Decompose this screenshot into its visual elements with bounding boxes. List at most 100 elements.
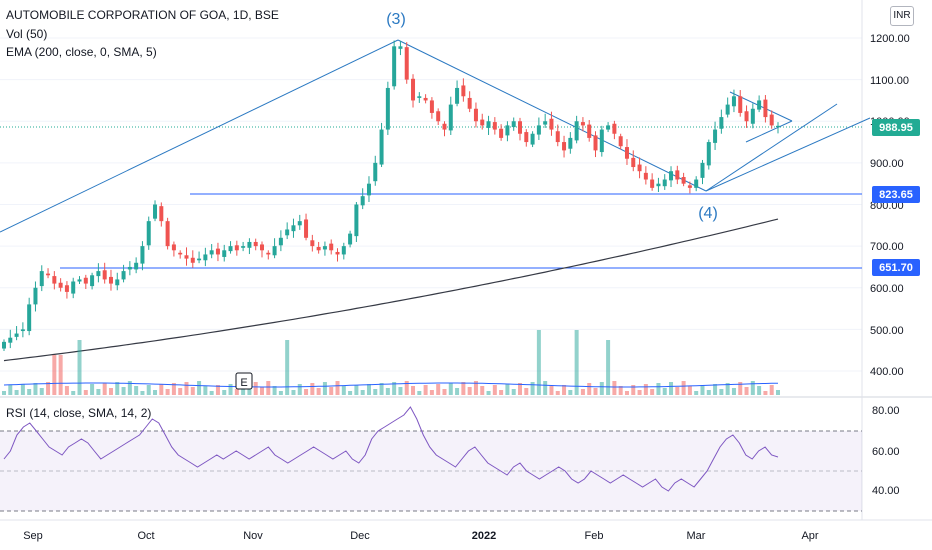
volume-bar	[606, 340, 611, 395]
candle-body	[159, 206, 164, 222]
volume-bar	[675, 387, 680, 395]
time-tick: Apr	[801, 530, 818, 542]
volume-bar	[713, 384, 718, 395]
candle-body	[322, 246, 327, 250]
candle-body	[102, 270, 107, 280]
candle-body	[675, 170, 680, 180]
candle-body	[442, 123, 447, 130]
rsi-line[interactable]	[3, 406, 779, 492]
time-tick: Feb	[585, 530, 604, 542]
volume-bar	[178, 388, 183, 395]
volume-bar	[140, 391, 145, 395]
volume-bar	[624, 391, 629, 395]
chart-title[interactable]: AUTOMOBILE CORPORATION OF GOA, 1D, BSE	[6, 8, 279, 22]
candle-body	[354, 204, 359, 237]
volume-bar	[429, 390, 434, 395]
time-tick: Mar	[687, 530, 706, 542]
candle-body	[278, 237, 283, 246]
candle-body	[643, 172, 648, 180]
time-tick: Sep	[23, 530, 43, 542]
earnings-marker[interactable]	[235, 372, 253, 390]
candle-body	[404, 47, 409, 80]
candlestick-series[interactable]	[2, 40, 780, 352]
candle-body	[373, 162, 378, 182]
candle-body	[83, 277, 88, 284]
volume-bar	[505, 384, 510, 395]
candle-body	[316, 246, 321, 251]
candle-body	[291, 225, 296, 232]
ema-legend[interactable]: EMA (200, close, 0, SMA, 5)	[6, 45, 157, 59]
candle-body	[127, 266, 132, 270]
candle-body	[392, 46, 397, 87]
volume-bar	[20, 384, 25, 395]
volume-bar	[706, 390, 711, 395]
trendlines[interactable]	[0, 39, 871, 233]
volume-bar	[757, 386, 762, 395]
wave-label-4: (4)	[698, 205, 718, 222]
ema-200-line[interactable]	[3, 218, 779, 362]
rsi-legend[interactable]: RSI (14, close, SMA, 14, 2)	[6, 406, 152, 420]
candle-body	[134, 262, 139, 270]
candle-body	[33, 287, 38, 305]
volume-bar	[524, 388, 529, 395]
volume-bar	[134, 386, 139, 395]
volume-bar	[543, 381, 548, 395]
volume-bar	[656, 383, 661, 395]
volume-bar	[310, 383, 315, 395]
candle-body	[587, 124, 592, 138]
volume-bar	[637, 390, 642, 395]
candle-body	[543, 121, 548, 125]
candle-body	[536, 125, 541, 135]
volume-bar	[448, 383, 453, 395]
price-axis[interactable]: 1200.00 1100.00 1000.00 900.00 800.00 70…	[870, 33, 910, 378]
volume-bar	[366, 384, 371, 395]
volume-bar	[744, 387, 749, 395]
candle-body	[719, 117, 724, 129]
volume-bar	[215, 385, 220, 395]
volume-bar	[14, 390, 19, 395]
volume-bar	[77, 340, 82, 395]
volume-bar	[234, 389, 239, 395]
volume-series[interactable]	[2, 330, 780, 395]
volume-bar	[392, 382, 397, 395]
candle-body	[731, 96, 736, 107]
time-axis[interactable]: Sep Oct Nov Dec 2022 Feb Mar Apr	[23, 530, 819, 542]
volume-bar	[379, 383, 384, 395]
price-tick: 500.00	[870, 325, 904, 337]
time-tick: 2022	[472, 530, 496, 542]
volume-bar	[272, 386, 277, 395]
volume-bar	[618, 386, 623, 395]
volume-bar	[171, 383, 176, 395]
volume-bar	[436, 384, 441, 395]
candle-body	[776, 125, 780, 128]
candle-body	[14, 333, 19, 337]
candle-body	[669, 171, 674, 181]
time-tick: Dec	[350, 530, 370, 542]
volume-bar	[297, 384, 302, 395]
volume-bar	[511, 389, 516, 395]
volume-legend[interactable]: Vol (50)	[6, 27, 48, 41]
candle-body	[71, 281, 76, 294]
candle-body	[203, 254, 208, 261]
price-tick: 1200.00	[870, 33, 910, 45]
currency-button[interactable]: INR	[890, 6, 914, 26]
candle-body	[687, 185, 692, 188]
candle-body	[379, 129, 384, 165]
volume-bar	[631, 385, 636, 395]
rsi-tick: 40.00	[872, 485, 900, 497]
candle-body	[115, 279, 120, 286]
candle-body	[650, 179, 655, 188]
candle-body	[461, 85, 466, 97]
rsi-axis[interactable]: 80.00 60.00 40.00	[872, 405, 900, 497]
candle-body	[436, 111, 441, 122]
candle-body	[423, 97, 428, 101]
trendline-channel-lower	[705, 117, 871, 192]
price-tick: 700.00	[870, 241, 904, 253]
volume-bar	[568, 390, 573, 395]
candle-body	[272, 246, 277, 256]
candle-body	[706, 142, 711, 166]
volume-bar	[341, 386, 346, 395]
candle-body	[700, 162, 705, 178]
price-tick: 900.00	[870, 158, 904, 170]
